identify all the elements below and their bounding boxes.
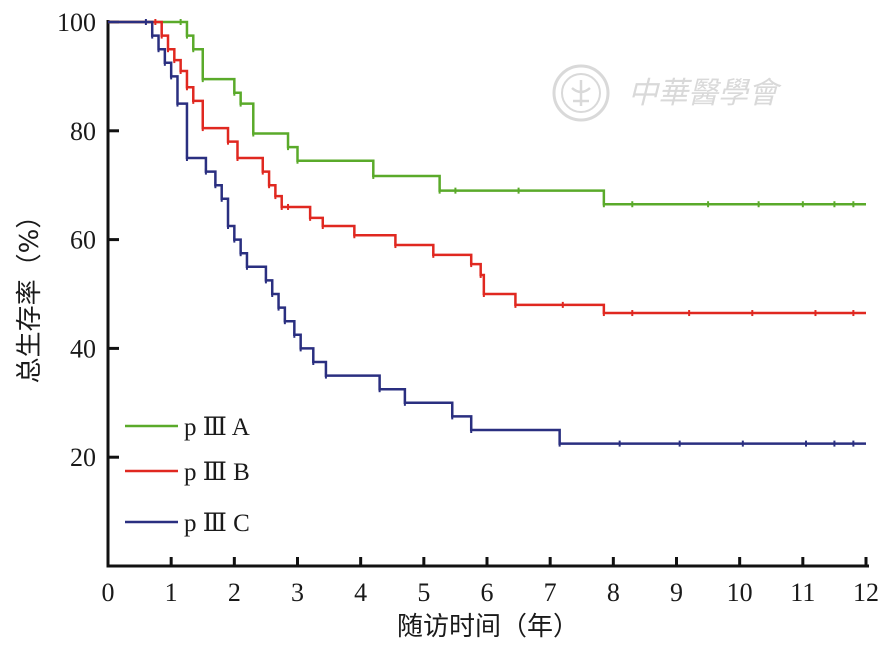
legend-label-a: p Ⅲ A [184,414,250,441]
y-tick-label: 100 [57,8,96,37]
x-tick-label: 11 [790,578,815,607]
series-line-a [108,20,866,206]
x-tick-label: 8 [607,578,620,607]
x-tick-label: 6 [481,578,494,607]
legend-item-a: p Ⅲ A [125,414,250,441]
y-tick-label: 80 [70,117,96,146]
y-axis-label: 总生存率（%） [15,203,45,384]
x-tick-label: 2 [228,578,241,607]
x-tick-label: 7 [544,578,557,607]
watermark: 中華醫學會 [552,64,782,122]
legend-label-b: p Ⅲ B [184,459,250,486]
watermark-text: 中華醫學會 [628,76,782,111]
x-tick-label: 0 [102,578,115,607]
y-tick-label: 20 [70,443,96,472]
x-tick-label: 5 [417,578,430,607]
y-tick-label: 60 [70,226,96,255]
x-axis-label: 随访时间（年） [397,612,579,642]
x-tick-label: 10 [727,578,753,607]
series-layer [108,19,866,447]
y-tick-label: 40 [70,334,96,363]
x-tick-label: 9 [670,578,683,607]
x-ticks: 0 1 2 3 4 5 6 7 8 9 10 11 12 [102,557,879,607]
y-ticks: 20 40 60 80 100 [57,8,119,472]
x-tick-label: 12 [853,578,879,607]
society-seal-logo [552,64,610,122]
legend-item-c: p Ⅲ C [125,510,250,537]
series-line-b [108,20,866,315]
legend-item-b: p Ⅲ B [125,459,250,486]
x-tick-label: 1 [165,578,178,607]
legend: p Ⅲ A p Ⅲ B p Ⅲ C [125,414,250,537]
legend-label-c: p Ⅲ C [184,510,250,537]
x-tick-label: 3 [291,578,304,607]
x-tick-label: 4 [354,578,367,607]
